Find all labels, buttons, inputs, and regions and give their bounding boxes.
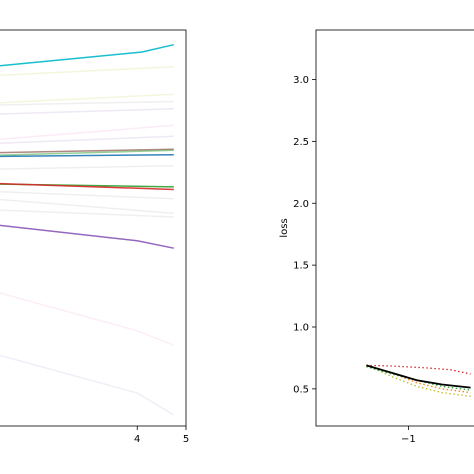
series-line-0 <box>366 364 471 375</box>
y-tick-label: 3.0 <box>293 75 309 86</box>
y-tick-label: 0.5 <box>293 384 309 395</box>
x-tick-label: 5 <box>183 434 189 445</box>
series-line-10 <box>0 164 174 170</box>
series-line-16 <box>0 224 174 249</box>
series-line-14 <box>0 198 174 215</box>
series-line-3 <box>0 100 174 106</box>
y-tick-label: 2.0 <box>293 199 309 210</box>
series-line-2 <box>366 364 471 394</box>
series-group <box>0 43 175 416</box>
series-line-9 <box>0 153 174 158</box>
right-chart: −1 0.5 1.0 1.5 2.0 2.5 3.0 loss <box>279 29 474 445</box>
series-line-4 <box>0 108 174 115</box>
x-tick-label: 4 <box>134 434 140 445</box>
axes-frame <box>0 29 187 427</box>
series-line-8 <box>0 149 174 156</box>
series-group <box>366 364 471 397</box>
y-axis-label: loss <box>279 218 290 237</box>
x-tick-label: −1 <box>401 434 416 445</box>
series-line-6 <box>0 135 174 145</box>
series-line-12 <box>0 182 174 191</box>
series-line-5 <box>0 124 174 140</box>
series-line-15 <box>0 209 174 218</box>
series-line-18 <box>0 354 175 416</box>
axes-frame <box>315 29 474 427</box>
y-tick-label: 1.0 <box>293 323 309 334</box>
series-line-0 <box>0 43 174 67</box>
series-line-2 <box>0 93 174 104</box>
series-line-7 <box>0 148 174 154</box>
series-line-13 <box>0 190 174 200</box>
series-line-4 <box>366 364 471 389</box>
y-tick-label: 2.5 <box>293 137 309 148</box>
y-tick-label: 1.5 <box>293 261 309 272</box>
series-line-1 <box>0 65 174 77</box>
series-line-17 <box>0 292 175 346</box>
